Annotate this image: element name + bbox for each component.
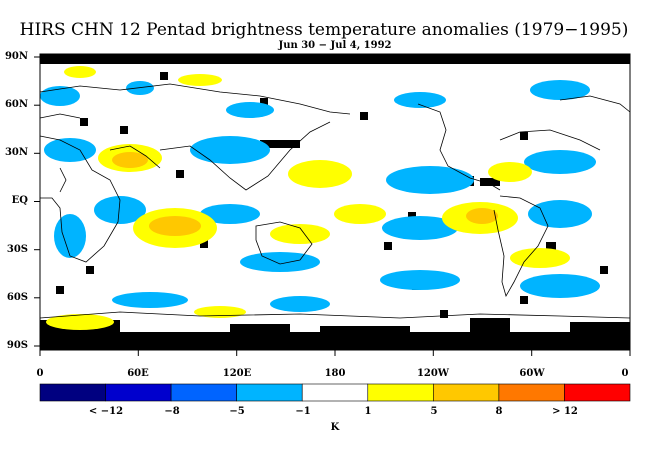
lat-label: 90S bbox=[6, 340, 28, 351]
colorbar-label: −1 bbox=[295, 406, 311, 417]
colorbar-unit: K bbox=[330, 422, 340, 433]
colorbar-label: −8 bbox=[164, 406, 180, 417]
lon-label: 60W bbox=[519, 368, 545, 379]
warm-anomaly-regions bbox=[46, 66, 570, 330]
colorbar-swatch bbox=[498, 383, 565, 402]
colorbar-label: > 12 bbox=[552, 406, 578, 417]
colorbar-label: 8 bbox=[495, 406, 503, 417]
colorbar-swatch bbox=[170, 383, 237, 402]
map-subtitle: Jun 30 − Jul 4, 1992 bbox=[278, 40, 392, 51]
colorbar-swatch bbox=[39, 383, 106, 402]
lon-label: 60E bbox=[127, 368, 149, 379]
lat-label: 30N bbox=[4, 147, 28, 158]
colorbar-label: −5 bbox=[229, 406, 245, 417]
lat-label: 30S bbox=[6, 244, 28, 255]
coastlines bbox=[39, 83, 631, 319]
lat-label: 60N bbox=[4, 99, 28, 110]
lon-label: 0 bbox=[621, 368, 629, 379]
lat-label: 90N bbox=[4, 51, 28, 62]
axis-ticks bbox=[34, 56, 631, 356]
cold-anomaly-regions bbox=[40, 80, 600, 312]
lon-label: 180 bbox=[324, 368, 346, 379]
colorbar-swatch bbox=[236, 383, 303, 402]
colorbar-swatch bbox=[301, 383, 369, 402]
colorbar-label: < −12 bbox=[88, 406, 124, 417]
lon-label: 120E bbox=[222, 368, 252, 379]
colorbar-swatch bbox=[105, 383, 172, 402]
map-plot-area bbox=[39, 53, 631, 351]
colorbar-label: 5 bbox=[430, 406, 438, 417]
colorbar-swatch bbox=[367, 383, 434, 402]
lat-label: 60S bbox=[6, 292, 28, 303]
lat-label: EQ bbox=[11, 195, 28, 206]
colorbar-swatch bbox=[433, 383, 500, 402]
colorbar bbox=[39, 383, 631, 402]
colorbar-label: 1 bbox=[364, 406, 372, 417]
lon-label: 120W bbox=[416, 368, 450, 379]
lon-label: 0 bbox=[36, 368, 44, 379]
colorbar-swatch bbox=[564, 383, 631, 402]
map-title: HIRS CHN 12 Pentad brightness temperatur… bbox=[19, 20, 629, 40]
